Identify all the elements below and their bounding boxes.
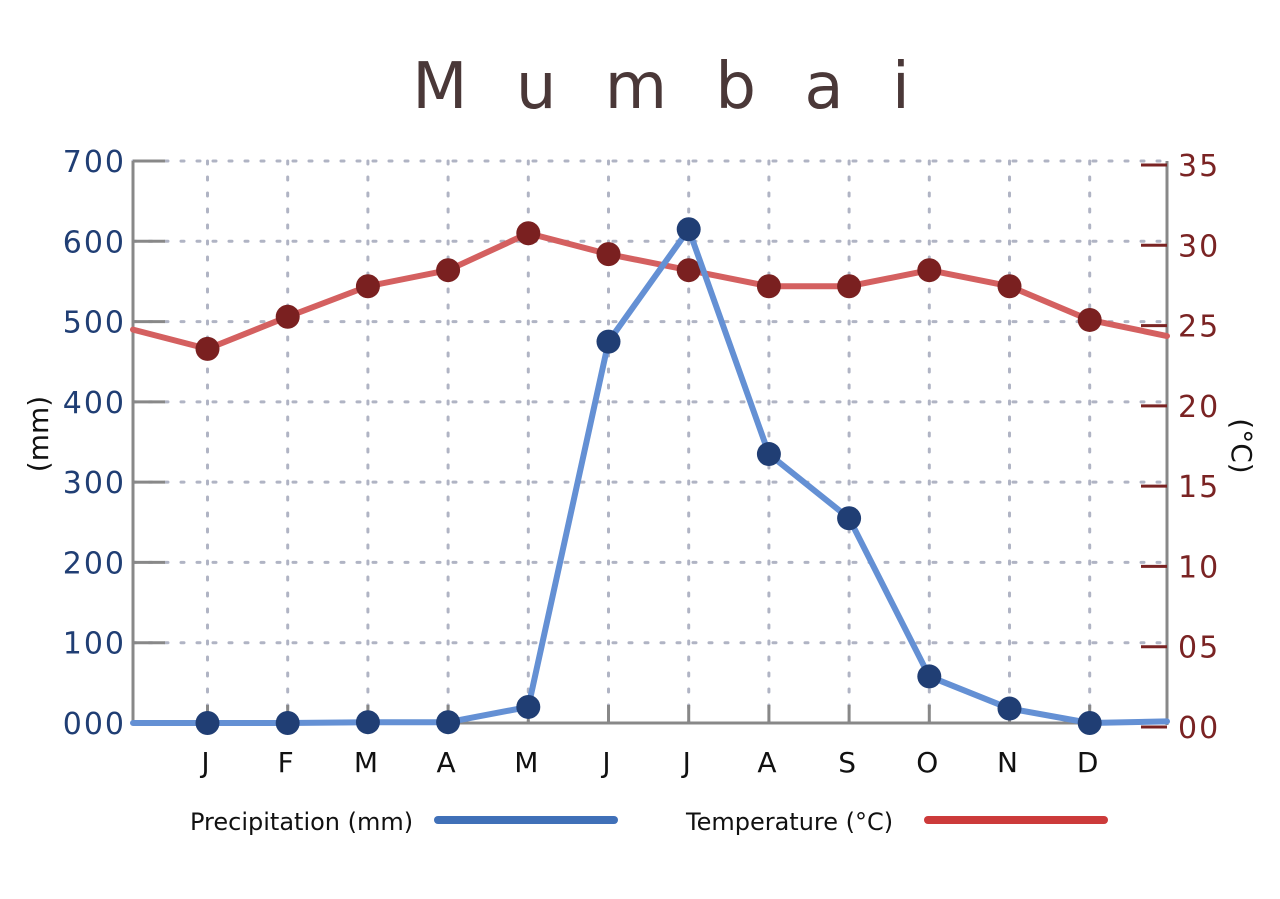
right-tick-label: 25 [1178, 310, 1220, 345]
precipitation-point [756, 442, 781, 467]
x-tick-label: M [354, 746, 378, 779]
legend-precipitation-label: Precipitation (mm) [190, 808, 413, 836]
grid [131, 159, 1169, 725]
x-tick-label: A [437, 746, 456, 779]
precipitation-line [130, 226, 1170, 726]
precipitation-point [676, 217, 701, 242]
x-tick-label: S [838, 746, 856, 779]
temperature-point [676, 258, 701, 283]
x-tick-label: M [514, 746, 538, 779]
x-tick-label: J [681, 746, 691, 779]
precipitation-point [355, 710, 380, 735]
left-y-axis: 000 100 200 300 400 500 600 700 [63, 145, 165, 742]
left-tick-label: 000 [63, 707, 126, 742]
left-tick-label: 300 [63, 466, 126, 501]
right-tick-label: 30 [1178, 229, 1220, 264]
temperature-point [436, 258, 461, 283]
right-tick-label: 20 [1178, 390, 1220, 425]
right-tick-label: 10 [1178, 550, 1220, 585]
x-tick-label: N [997, 746, 1018, 779]
precipitation-series [130, 217, 1170, 735]
precipitation-point [275, 711, 300, 735]
chart-title: M u m b a i [412, 50, 923, 124]
left-tick-label: 400 [63, 386, 126, 421]
left-tick-label: 200 [63, 546, 126, 581]
temperature-point [837, 274, 862, 299]
right-tick-label: 15 [1178, 470, 1220, 505]
precipitation-point [837, 506, 862, 531]
temperature-point [516, 221, 541, 246]
precipitation-point [997, 696, 1022, 721]
legend-temperature-label: Temperature (°C) [685, 808, 893, 836]
legend: Precipitation (mm) Temperature (°C) [190, 808, 1108, 836]
left-tick-label: 700 [63, 145, 126, 180]
right-y-axis: 00 05 10 15 20 25 30 35 [1141, 149, 1220, 746]
x-tick-label: F [278, 746, 294, 779]
left-tick-label: 500 [63, 306, 126, 341]
temperature-point [355, 274, 380, 299]
left-tick-label: 600 [63, 225, 126, 260]
right-tick-label: 05 [1178, 631, 1220, 666]
x-tick-label: J [600, 746, 610, 779]
temperature-point [756, 274, 781, 299]
precipitation-point [1077, 711, 1102, 735]
temperature-point [1077, 307, 1102, 332]
temperature-point [596, 242, 621, 267]
precipitation-point [436, 710, 461, 735]
right-tick-label: 00 [1178, 711, 1220, 746]
precipitation-point [516, 694, 541, 719]
precipitation-point [195, 711, 220, 735]
x-tick-label: O [916, 746, 938, 779]
temperature-point [275, 304, 300, 329]
right-tick-label: 35 [1178, 149, 1220, 184]
x-tick-label: J [199, 746, 209, 779]
temperature-point [917, 258, 942, 283]
temperature-point [195, 336, 220, 361]
x-tick-label: A [757, 746, 776, 779]
precipitation-point [596, 329, 621, 354]
left-axis-label: (mm) [22, 396, 55, 472]
right-axis-label: (°C) [1225, 418, 1258, 473]
temperature-series [130, 221, 1170, 361]
precipitation-point [917, 664, 942, 689]
x-tick-label: D [1077, 746, 1099, 779]
temperature-line [130, 230, 1170, 352]
temperature-point [997, 274, 1022, 299]
left-tick-label: 100 [63, 627, 126, 662]
